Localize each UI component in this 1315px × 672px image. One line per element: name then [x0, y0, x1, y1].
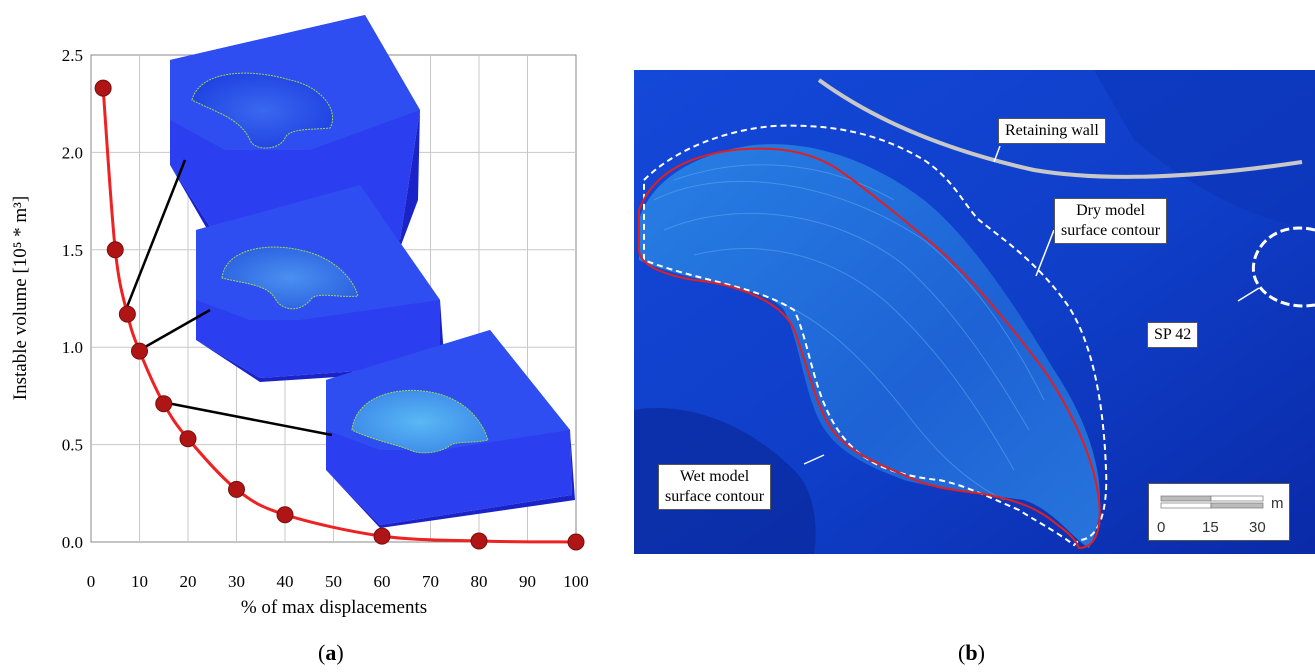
x-axis-ticks: 0 10 20 30 40 50 60 70 80 90 100 [87, 572, 589, 591]
panel-a-caption: (a) [318, 640, 344, 665]
data-point [373, 527, 391, 545]
panel-b-caption: (b) [958, 640, 985, 665]
y-tick-label: 1.5 [62, 241, 83, 260]
x-tick-label: 100 [563, 572, 589, 591]
y-axis-label: Instable volume [10⁵ * m³] [10, 196, 31, 400]
sp42-leader [1237, 287, 1260, 302]
retaining-wall-label: Retaining wall [998, 118, 1106, 144]
terrain-upper-right [1094, 70, 1315, 230]
series-volume [94, 79, 585, 551]
y-tick-label: 1.0 [62, 338, 83, 357]
scale-bar-graphic: m 0 15 30 [1157, 495, 1284, 536]
data-point [94, 79, 112, 97]
map-panel: Retaining wall Dry model surface contour… [634, 70, 1315, 554]
y-tick-label: 2.5 [62, 46, 83, 65]
wet-model-contour [638, 147, 1101, 550]
scale-tick-30: 30 [1249, 519, 1266, 536]
x-tick-label: 40 [277, 572, 294, 591]
retaining-wall-leader [993, 145, 1001, 163]
x-tick-label: 20 [180, 572, 197, 591]
data-point [131, 342, 148, 360]
inset-leader-lines [123, 159, 333, 437]
scale-unit: m [1271, 495, 1284, 512]
block-diagram-middle [196, 185, 445, 382]
y-tick-label: 2.0 [62, 143, 83, 162]
dry-contour-label: Dry model surface contour [1054, 198, 1168, 244]
x-tick-label: 80 [471, 572, 488, 591]
scale-tick-0: 0 [1157, 519, 1165, 536]
data-point [179, 430, 197, 448]
wet-contour-text-2: surface contour [665, 488, 765, 505]
y-axis-ticks: 0.0 0.5 1.0 1.5 2.0 2.5 [62, 46, 83, 552]
x-tick-label: 30 [228, 572, 245, 591]
x-tick-label: 90 [519, 572, 536, 591]
x-tick-label: 0 [87, 572, 96, 591]
scale-tick-15: 15 [1202, 519, 1219, 536]
x-tick-label: 70 [422, 572, 439, 591]
sp42-text: SP 42 [1154, 326, 1192, 343]
scale-bar: m 0 15 30 [1148, 483, 1290, 541]
data-point [106, 241, 124, 259]
wet-contour-text-1: Wet model [679, 468, 750, 485]
x-tick-label: 60 [374, 572, 391, 591]
sp42-contour [1251, 226, 1315, 308]
data-point [567, 533, 585, 551]
data-point [118, 305, 136, 323]
panel-b-letter: b [965, 640, 978, 665]
landslide-area [639, 144, 1101, 548]
retaining-wall [817, 78, 1303, 179]
x-tick-label: 50 [325, 572, 342, 591]
y-tick-label: 0.5 [62, 436, 83, 455]
dry-contour-leader [1035, 229, 1055, 277]
retaining-wall-text: Retaining wall [1005, 122, 1099, 139]
data-point [155, 395, 173, 413]
y-tick-label: 0.0 [62, 533, 83, 552]
x-axis-label: % of max displacements [241, 597, 427, 618]
dry-contour-text-1: Dry model [1076, 202, 1145, 219]
dry-model-contour [643, 124, 1108, 547]
inset-block-diagrams [170, 15, 575, 528]
data-point [228, 480, 245, 498]
x-tick-label: 10 [131, 572, 148, 591]
sp42-label: SP 42 [1147, 322, 1199, 348]
plot-area: 0 10 20 30 40 50 60 70 80 90 100 0.0 0.5 1.0 1.5 2.0 2.… [10, 15, 589, 618]
wet-contour-leader [803, 454, 825, 465]
panel-a-letter: a [325, 640, 337, 665]
slide-texture [653, 164, 1045, 501]
wet-contour-label: Wet model surface contour [658, 464, 772, 510]
dry-contour-text-2: surface contour [1061, 222, 1161, 239]
data-point [276, 506, 294, 524]
block-diagram-bottom [326, 330, 575, 528]
data-point [470, 532, 488, 550]
